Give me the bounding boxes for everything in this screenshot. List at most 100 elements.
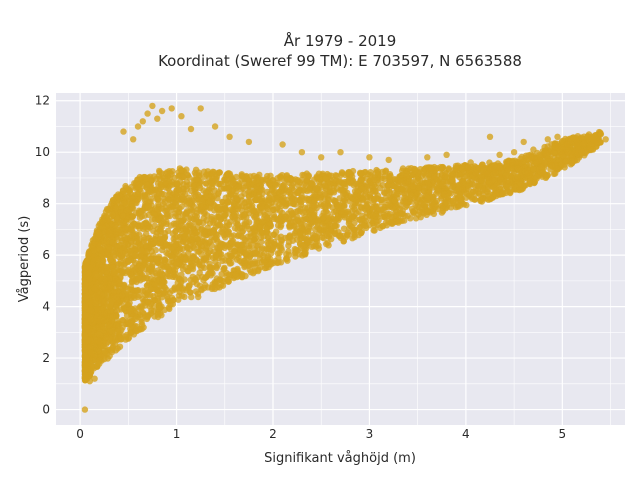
data-point (293, 189, 301, 196)
data-point (442, 199, 449, 206)
data-point (111, 222, 119, 229)
data-point (128, 183, 135, 191)
data-point (188, 206, 196, 214)
data-point (216, 244, 224, 251)
data-point (227, 206, 235, 213)
data-point (107, 256, 114, 263)
data-point (227, 252, 235, 260)
data-point (331, 230, 339, 237)
data-point (209, 284, 216, 291)
data-point (218, 254, 225, 261)
data-point (202, 254, 210, 261)
data-point (340, 225, 348, 232)
data-point (293, 213, 301, 220)
data-point (285, 188, 292, 196)
data-point (303, 236, 310, 243)
data-point (90, 247, 98, 254)
data-point (147, 285, 155, 293)
data-point (324, 239, 331, 246)
data-point (449, 183, 456, 190)
data-point (138, 208, 145, 215)
data-point (242, 204, 250, 211)
data-point (137, 253, 145, 260)
data-point (153, 175, 160, 182)
data-point (109, 249, 116, 256)
data-points (81, 102, 609, 413)
data-point (445, 165, 452, 172)
data-point (536, 152, 543, 159)
data-point (533, 159, 540, 166)
data-point (258, 229, 266, 236)
data-point (122, 225, 129, 232)
data-point (181, 276, 188, 283)
data-point (221, 244, 228, 251)
data-point (437, 165, 444, 173)
data-point (507, 165, 515, 172)
data-point (526, 178, 533, 185)
data-point (101, 240, 108, 247)
data-point (118, 252, 125, 259)
data-point (173, 259, 180, 266)
data-point (502, 172, 510, 179)
data-point (315, 230, 323, 237)
data-point (331, 222, 338, 229)
data-point (382, 219, 390, 226)
data-point (416, 193, 424, 200)
data-point (380, 206, 387, 214)
data-point (121, 281, 128, 289)
data-point (173, 179, 181, 187)
data-point (202, 247, 209, 254)
data-point (239, 271, 246, 278)
data-point (181, 233, 188, 240)
data-point (311, 211, 318, 219)
data-point (87, 344, 94, 351)
data-point (98, 322, 105, 330)
data-point (294, 178, 301, 185)
data-point (390, 190, 398, 197)
data-point (302, 213, 309, 221)
data-point (278, 246, 285, 254)
data-point (218, 271, 225, 278)
data-point (237, 247, 244, 254)
data-point (322, 174, 330, 182)
data-point (275, 254, 282, 262)
data-point (389, 204, 397, 212)
data-point (203, 180, 210, 187)
data-point (119, 316, 127, 324)
data-point (429, 193, 436, 201)
data-point (136, 225, 143, 232)
data-point (320, 214, 327, 221)
data-point (469, 181, 476, 188)
data-point (278, 175, 285, 182)
data-point (381, 211, 388, 219)
data-point (126, 320, 134, 327)
data-point (430, 210, 438, 218)
data-point (360, 222, 367, 229)
data-point (397, 178, 405, 186)
data-point (147, 292, 154, 299)
data-point (396, 205, 404, 213)
data-point (331, 198, 338, 205)
data-point (128, 278, 135, 285)
data-point (398, 211, 405, 218)
data-point (277, 223, 284, 231)
data-point (456, 192, 463, 199)
data-point (151, 303, 158, 310)
data-point (113, 322, 120, 329)
data-point (266, 200, 273, 208)
data-point (253, 242, 260, 250)
data-point (558, 151, 566, 158)
data-point (116, 343, 124, 350)
data-point (315, 242, 322, 249)
data-point (194, 228, 201, 236)
data-point (201, 284, 208, 292)
data-point (438, 209, 446, 216)
data-point (128, 217, 135, 224)
data-point (105, 244, 113, 251)
data-point (448, 176, 456, 184)
data-point (275, 259, 282, 266)
data-point (114, 235, 121, 243)
data-point (234, 241, 241, 248)
data-point (277, 241, 284, 248)
data-point (257, 234, 265, 241)
